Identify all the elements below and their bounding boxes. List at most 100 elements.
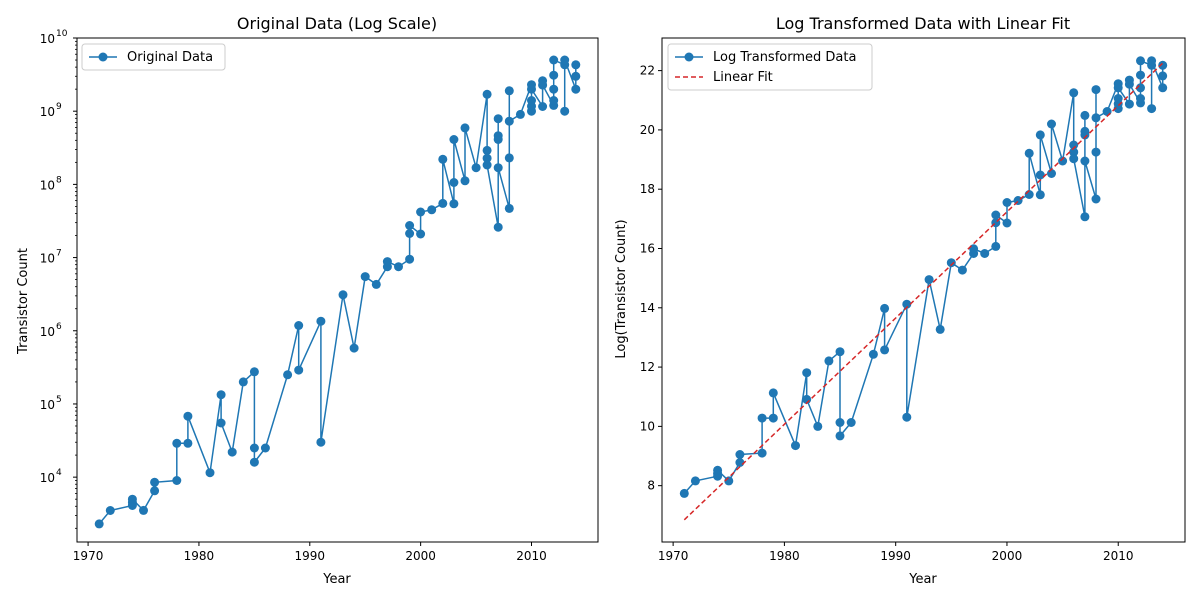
right-x-tick-label: 1980: [769, 549, 800, 563]
right-x-tick-label: 2010: [1103, 549, 1134, 563]
right-data-point: [880, 303, 890, 313]
left-data-point: [294, 321, 304, 330]
right-legend: Log Transformed Data Linear Fit: [667, 43, 873, 91]
right-data-point: [1069, 147, 1079, 157]
left-data-point: [338, 290, 348, 300]
left-y-tick-label-base: 10: [40, 32, 55, 46]
left-data-point: [515, 109, 525, 119]
left-x-tick-label: 1980: [184, 549, 215, 563]
left-data-point: [449, 199, 459, 209]
right-data-point: [1091, 194, 1101, 204]
left-data-point: [238, 377, 248, 387]
right-data-point: [1158, 83, 1168, 93]
right-data-point: [1124, 79, 1134, 89]
left-data-point: [493, 163, 503, 173]
left-data-point: [538, 80, 548, 90]
left-x-tick-label: 1990: [295, 549, 326, 563]
left-data-point: [382, 257, 392, 267]
left-data-point: [504, 203, 514, 213]
left-data-point: [538, 102, 548, 111]
right-data-point: [868, 349, 878, 359]
left-y-tick-label-base: 10: [40, 325, 55, 339]
left-data-point: [139, 505, 148, 515]
left-data-point: [427, 205, 437, 215]
left-data-point: [571, 60, 581, 70]
right-data-point: [1113, 94, 1123, 103]
right-data-point: [902, 412, 912, 422]
left-data-point: [260, 443, 270, 453]
left-data-point: [394, 262, 403, 272]
left-x-tick-label: 1970: [73, 549, 104, 563]
right-x-axis-label: Year: [908, 572, 937, 587]
left-y-tick-label-base: 10: [40, 471, 55, 485]
right-x-tick-label: 1990: [880, 549, 911, 563]
right-data-point: [1091, 85, 1101, 95]
left-y-tick-label-base: 10: [40, 252, 55, 266]
left-data-point: [571, 84, 581, 94]
left-data-point: [183, 438, 193, 448]
left-data-point: [460, 176, 470, 186]
left-y-tick-label-base: 10: [40, 105, 55, 119]
left-data-point: [493, 222, 503, 232]
right-x-tick-label: 1970: [658, 549, 689, 563]
right-data-point: [768, 388, 778, 398]
left-data-point: [493, 114, 503, 124]
left-y-tick-label-exp: 9: [56, 102, 62, 112]
left-y-tick-label-base: 10: [40, 398, 55, 412]
left-data-point: [249, 457, 259, 467]
right-data-point: [846, 418, 856, 427]
left-y-tick-label-exp: 8: [56, 175, 62, 185]
right-data-point: [1035, 170, 1045, 180]
left-data-point: [294, 365, 304, 375]
right-data-point: [991, 241, 1001, 251]
left-data-point: [371, 279, 381, 289]
right-y-tick-label: 16: [640, 241, 655, 255]
right-data-point: [835, 418, 845, 427]
right-data-point: [1113, 83, 1123, 93]
right-data-point: [1158, 71, 1168, 81]
left-data-point: [527, 84, 536, 94]
left-y-tick-label-exp: 5: [56, 395, 62, 405]
right-legend-label-fit: Linear Fit: [713, 70, 773, 85]
left-data-point: [127, 494, 137, 504]
right-data-point: [1080, 212, 1090, 222]
right-data-point: [824, 356, 834, 366]
right-plot-area: 1970 1980 1990 2000 2010 8 10 12 14 16 18 20 22: [640, 37, 1186, 563]
left-data-point: [105, 506, 115, 515]
right-legend-box: [667, 43, 873, 91]
right-y-tick-label: 8: [647, 479, 655, 493]
right-data-point: [1080, 110, 1090, 120]
right-data-point: [757, 448, 767, 458]
right-data-point: [735, 458, 745, 467]
left-data-point: [416, 229, 426, 239]
right-data-point: [991, 210, 1001, 220]
right-data-point: [935, 324, 945, 334]
left-data-point: [405, 229, 415, 238]
right-data-point: [1102, 107, 1112, 116]
left-data-point: [549, 84, 559, 94]
right-chart: Log Transformed Data with Linear Fit Yea…: [614, 14, 1186, 587]
left-data-point: [482, 160, 492, 170]
right-data-point: [735, 450, 745, 459]
right-data-point: [1047, 119, 1056, 129]
left-data-point: [150, 477, 160, 487]
right-data-point: [1069, 140, 1079, 150]
left-data-point: [249, 443, 259, 453]
left-y-tick-label-exp: 6: [56, 322, 62, 332]
left-data-point: [549, 96, 559, 105]
right-y-tick-label: 12: [640, 360, 655, 374]
left-y-tick-label-exp: 4: [56, 468, 62, 478]
left-data-point: [560, 106, 570, 116]
right-data-point: [1124, 99, 1134, 109]
left-legend: Original Data: [81, 43, 226, 71]
right-data-point: [679, 488, 689, 498]
left-data-point: [283, 370, 293, 380]
right-data-point: [757, 413, 767, 423]
left-data-point: [438, 154, 448, 164]
left-data-point: [416, 207, 426, 217]
right-data-point: [880, 345, 890, 355]
right-data-point: [957, 265, 967, 275]
right-data-point: [835, 347, 845, 357]
right-y-tick-label: 20: [640, 123, 655, 137]
